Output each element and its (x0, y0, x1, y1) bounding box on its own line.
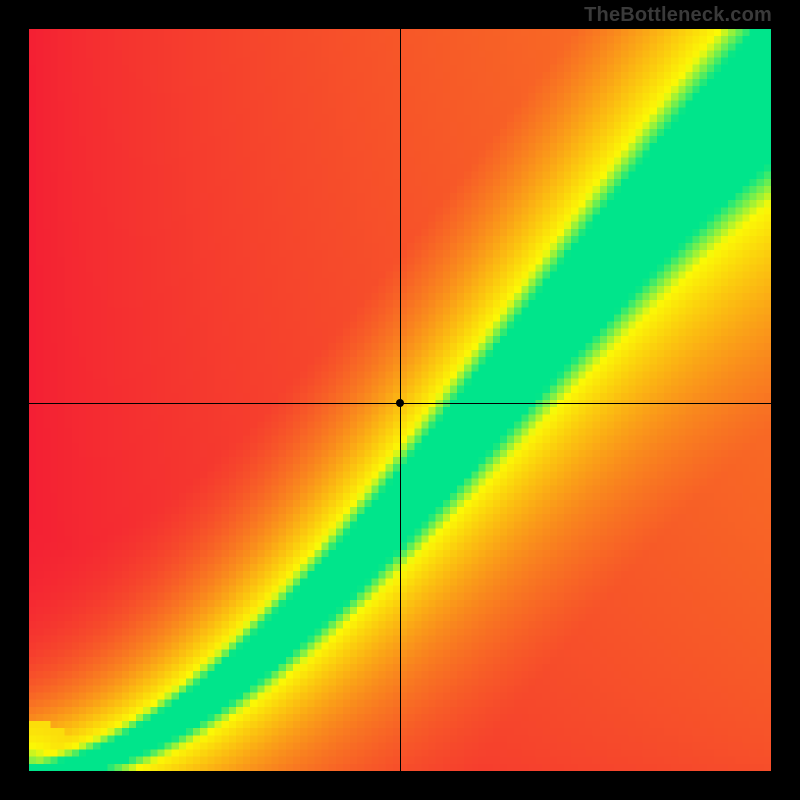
watermark-text: TheBottleneck.com (584, 4, 772, 27)
heatmap-plot (29, 29, 771, 771)
chart-frame: TheBottleneck.com (0, 0, 800, 800)
heatmap-canvas (29, 29, 771, 771)
